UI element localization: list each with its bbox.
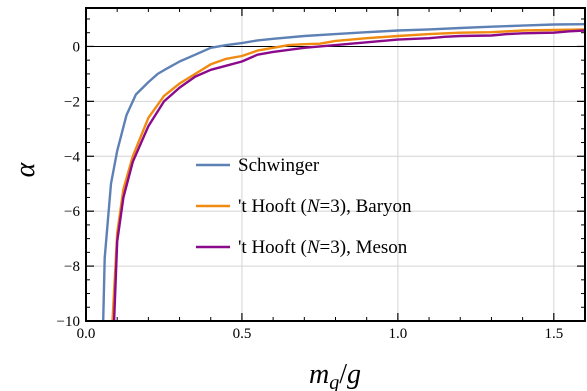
x-axis-label-g: g (347, 359, 361, 390)
y-axis-label: α (10, 161, 41, 177)
x-tick-label: 1.0 (389, 326, 408, 342)
legend: Schwinger 't Hooft (N=3), Baryon 't Hooft … (196, 155, 412, 258)
tick-labels: 0.0 0.5 1.0 1.5 0 −2 −4 −6 −8 −10 (57, 39, 564, 342)
x-tick-label: 0.0 (77, 326, 96, 342)
series-line-3 (112, 29, 586, 322)
axis-ticks (85, 8, 586, 322)
series-line-1 (102, 23, 586, 322)
x-tick-label: 0.5 (233, 326, 252, 342)
x-axis-label-m: m (309, 359, 329, 390)
y-tick-label: −2 (64, 94, 80, 110)
x-axis-label: mq/g (309, 359, 361, 391)
y-tick-label: −8 (64, 259, 80, 275)
series-layer (102, 23, 586, 322)
plot-background (86, 8, 585, 321)
y-tick-label: −4 (64, 149, 80, 165)
legend-label-1: Schwinger (238, 155, 320, 176)
y-tick-label: −10 (57, 314, 80, 330)
y-tick-label: 0 (73, 39, 81, 55)
x-axis-label-rest: / (339, 359, 347, 390)
y-tick-label: −6 (64, 204, 80, 220)
series-line-2 (111, 28, 586, 322)
grid-lines (86, 8, 585, 321)
x-tick-label: 1.5 (544, 326, 563, 342)
legend-label-3: 't Hooft (N=3), Meson (238, 237, 408, 258)
svg-text:mq/g: mq/g (309, 359, 361, 391)
legend-label-2: 't Hooft (N=3), Baryon (238, 196, 412, 217)
x-axis-label-sub: q (329, 372, 339, 391)
